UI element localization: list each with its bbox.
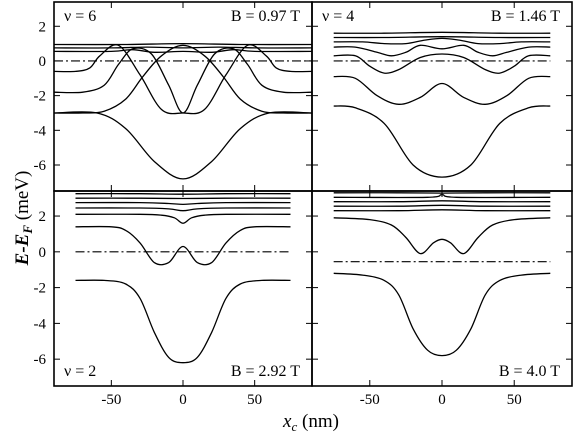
series-line-p2-6 bbox=[333, 36, 551, 39]
field-label-p2: B = 1.46 T bbox=[491, 8, 560, 25]
x-tick-label: -50 bbox=[360, 392, 380, 408]
series-line-p4-3 bbox=[333, 209, 551, 212]
y-axis-label-sub: F bbox=[20, 225, 35, 235]
series-line-p1-3 bbox=[53, 47, 313, 114]
series-line-p3-2 bbox=[75, 225, 291, 266]
series-line-p4-4 bbox=[333, 204, 551, 207]
panel-frame-p3 bbox=[53, 190, 313, 387]
y-tick-label: 2 bbox=[39, 19, 47, 35]
field-label-p1: B = 0.97 T bbox=[231, 8, 300, 25]
x-axis-label-unit: (nm) bbox=[297, 411, 339, 432]
x-tick-label: 0 bbox=[438, 392, 446, 408]
series-line-p1-5 bbox=[53, 49, 313, 53]
series-line-p3-5 bbox=[75, 201, 291, 206]
filling-factor-label-p3: ν = 2 bbox=[64, 363, 96, 380]
series-line-p2-2 bbox=[333, 75, 551, 105]
series-line-p4-2 bbox=[333, 217, 551, 255]
y-axis-label-main: E-E bbox=[12, 234, 33, 267]
y-tick-label: -2 bbox=[34, 89, 47, 105]
field-label-p3: B = 2.92 T bbox=[231, 363, 300, 380]
tick-labels: -6 -4 -2 0 2 -6 -4 -2 0 2 -50 0 50 -50 0 50 bbox=[34, 19, 522, 408]
x-tick-label: 50 bbox=[507, 392, 522, 408]
series-line-p2-7 bbox=[333, 31, 551, 34]
x-tick-label: 0 bbox=[179, 392, 187, 408]
series-line-p1-2 bbox=[53, 111, 313, 180]
series-line-p4-5 bbox=[333, 200, 551, 203]
panel-frame-p1 bbox=[53, 1, 313, 192]
y-tick-label: -4 bbox=[34, 123, 47, 139]
series-line-p1-6 bbox=[53, 46, 313, 49]
y-tick-label: 0 bbox=[39, 54, 47, 70]
y-tick-label: 0 bbox=[39, 245, 47, 261]
series-line-p2-5 bbox=[333, 37, 551, 45]
y-tick-label: -6 bbox=[34, 352, 47, 368]
y-tick-label: 2 bbox=[39, 209, 47, 225]
x-tick-label: 50 bbox=[247, 392, 262, 408]
series-line-p2-3 bbox=[333, 53, 551, 74]
panel-labels: ν = 6 B = 0.97 T ν = 4 B = 1.46 T ν = 2 B = 2… bbox=[64, 8, 560, 380]
filling-factor-label-p1: ν = 6 bbox=[64, 8, 96, 25]
x-axis-label: xc (nm) bbox=[282, 411, 339, 434]
series-line-p1-7 bbox=[53, 42, 313, 46]
series-line-p2-1 bbox=[333, 105, 551, 178]
series-line-p3-3 bbox=[75, 213, 291, 224]
y-axis-label: E-EF (meV) bbox=[12, 171, 35, 267]
x-tick-label: -50 bbox=[101, 392, 121, 408]
series-line-p1-1 bbox=[53, 44, 313, 114]
y-tick-label: -2 bbox=[34, 281, 47, 297]
panel-frame-p4 bbox=[311, 190, 573, 387]
series-line-p2-4 bbox=[333, 44, 551, 57]
y-tick-label: -4 bbox=[34, 316, 47, 332]
field-label-p4: B = 4.0 T bbox=[499, 363, 560, 380]
series-line-p3-4 bbox=[75, 207, 291, 212]
panel-frame-p2 bbox=[311, 1, 573, 192]
series-line-p1-4 bbox=[53, 44, 313, 115]
filling-factor-label-p2: ν = 4 bbox=[322, 8, 354, 25]
series-line-p3-1 bbox=[75, 279, 291, 364]
x-axis-label-main: x bbox=[282, 411, 292, 432]
y-tick-label: -6 bbox=[34, 158, 47, 174]
series-line-p4-1 bbox=[333, 272, 551, 357]
axis-ticks bbox=[54, 2, 572, 386]
x-axis-label-sub: c bbox=[291, 419, 297, 434]
curves bbox=[53, 31, 551, 364]
y-axis-label-unit: (meV) bbox=[12, 171, 33, 225]
